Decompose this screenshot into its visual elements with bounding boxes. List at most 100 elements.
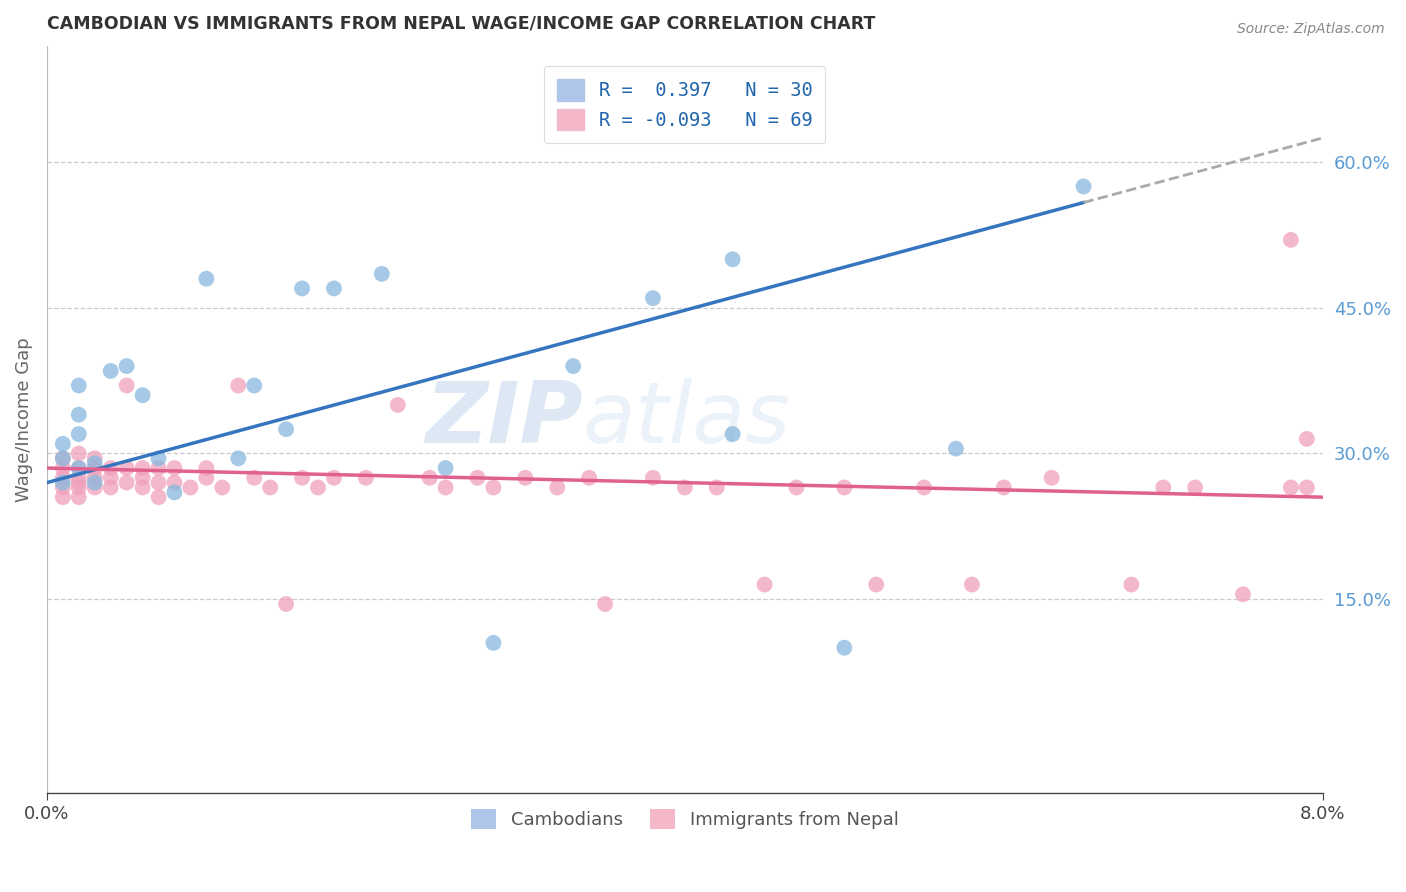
Point <box>100 481 122 495</box>
Point <box>163 475 186 490</box>
Point <box>274 422 297 436</box>
Point <box>67 471 90 485</box>
Point <box>467 471 489 485</box>
Point <box>1279 233 1302 247</box>
Point <box>1184 481 1206 495</box>
Point <box>52 461 75 475</box>
Point <box>1295 432 1317 446</box>
Point <box>354 471 377 485</box>
Point <box>131 388 153 402</box>
Point <box>482 636 505 650</box>
Point <box>67 475 90 490</box>
Point <box>163 461 186 475</box>
Point <box>578 471 600 485</box>
Point <box>371 267 394 281</box>
Point <box>83 451 105 466</box>
Point <box>515 471 537 485</box>
Point <box>1040 471 1063 485</box>
Point <box>67 481 90 495</box>
Point <box>163 485 186 500</box>
Point <box>195 271 218 285</box>
Point <box>754 577 776 591</box>
Point <box>562 359 585 373</box>
Text: Source: ZipAtlas.com: Source: ZipAtlas.com <box>1237 22 1385 37</box>
Point <box>834 640 856 655</box>
Point <box>721 427 744 442</box>
Point <box>115 461 138 475</box>
Point <box>482 481 505 495</box>
Point <box>67 461 90 475</box>
Point <box>323 281 346 295</box>
Point <box>83 475 105 490</box>
Point <box>52 451 75 466</box>
Point <box>1073 179 1095 194</box>
Point <box>148 490 170 504</box>
Point <box>419 471 441 485</box>
Point <box>641 291 664 305</box>
Point <box>593 597 616 611</box>
Point <box>83 481 105 495</box>
Point <box>865 577 887 591</box>
Point <box>706 481 728 495</box>
Point <box>52 490 75 504</box>
Text: ZIP: ZIP <box>425 378 582 461</box>
Point <box>83 471 105 485</box>
Point <box>226 451 249 466</box>
Point <box>291 281 314 295</box>
Point <box>912 481 935 495</box>
Point <box>115 378 138 392</box>
Point <box>785 481 807 495</box>
Point <box>52 451 75 466</box>
Text: atlas: atlas <box>582 378 790 461</box>
Point <box>179 481 201 495</box>
Point <box>323 471 346 485</box>
Point <box>195 461 218 475</box>
Point <box>721 252 744 267</box>
Point <box>243 471 266 485</box>
Point <box>148 461 170 475</box>
Point <box>1121 577 1143 591</box>
Point <box>100 364 122 378</box>
Point <box>131 461 153 475</box>
Point <box>67 427 90 442</box>
Point <box>945 442 967 456</box>
Point <box>291 471 314 485</box>
Point <box>100 461 122 475</box>
Legend: Cambodians, Immigrants from Nepal: Cambodians, Immigrants from Nepal <box>464 801 905 837</box>
Point <box>960 577 983 591</box>
Point <box>834 481 856 495</box>
Point <box>67 408 90 422</box>
Point <box>226 378 249 392</box>
Point <box>131 471 153 485</box>
Text: CAMBODIAN VS IMMIGRANTS FROM NEPAL WAGE/INCOME GAP CORRELATION CHART: CAMBODIAN VS IMMIGRANTS FROM NEPAL WAGE/… <box>46 15 876 33</box>
Point <box>67 461 90 475</box>
Point <box>1295 481 1317 495</box>
Point <box>52 437 75 451</box>
Y-axis label: Wage/Income Gap: Wage/Income Gap <box>15 337 32 502</box>
Point <box>641 471 664 485</box>
Point <box>83 456 105 470</box>
Point <box>243 378 266 392</box>
Point <box>67 490 90 504</box>
Point <box>52 481 75 495</box>
Point <box>1152 481 1174 495</box>
Point <box>274 597 297 611</box>
Point <box>546 481 568 495</box>
Point <box>195 471 218 485</box>
Point <box>131 481 153 495</box>
Point <box>115 359 138 373</box>
Point <box>1232 587 1254 601</box>
Point <box>83 461 105 475</box>
Point <box>211 481 233 495</box>
Point <box>100 471 122 485</box>
Point <box>148 451 170 466</box>
Point <box>1279 481 1302 495</box>
Point <box>115 475 138 490</box>
Point <box>387 398 409 412</box>
Point <box>67 446 90 460</box>
Point <box>259 481 281 495</box>
Point <box>307 481 329 495</box>
Point <box>52 475 75 490</box>
Point <box>148 475 170 490</box>
Point <box>993 481 1015 495</box>
